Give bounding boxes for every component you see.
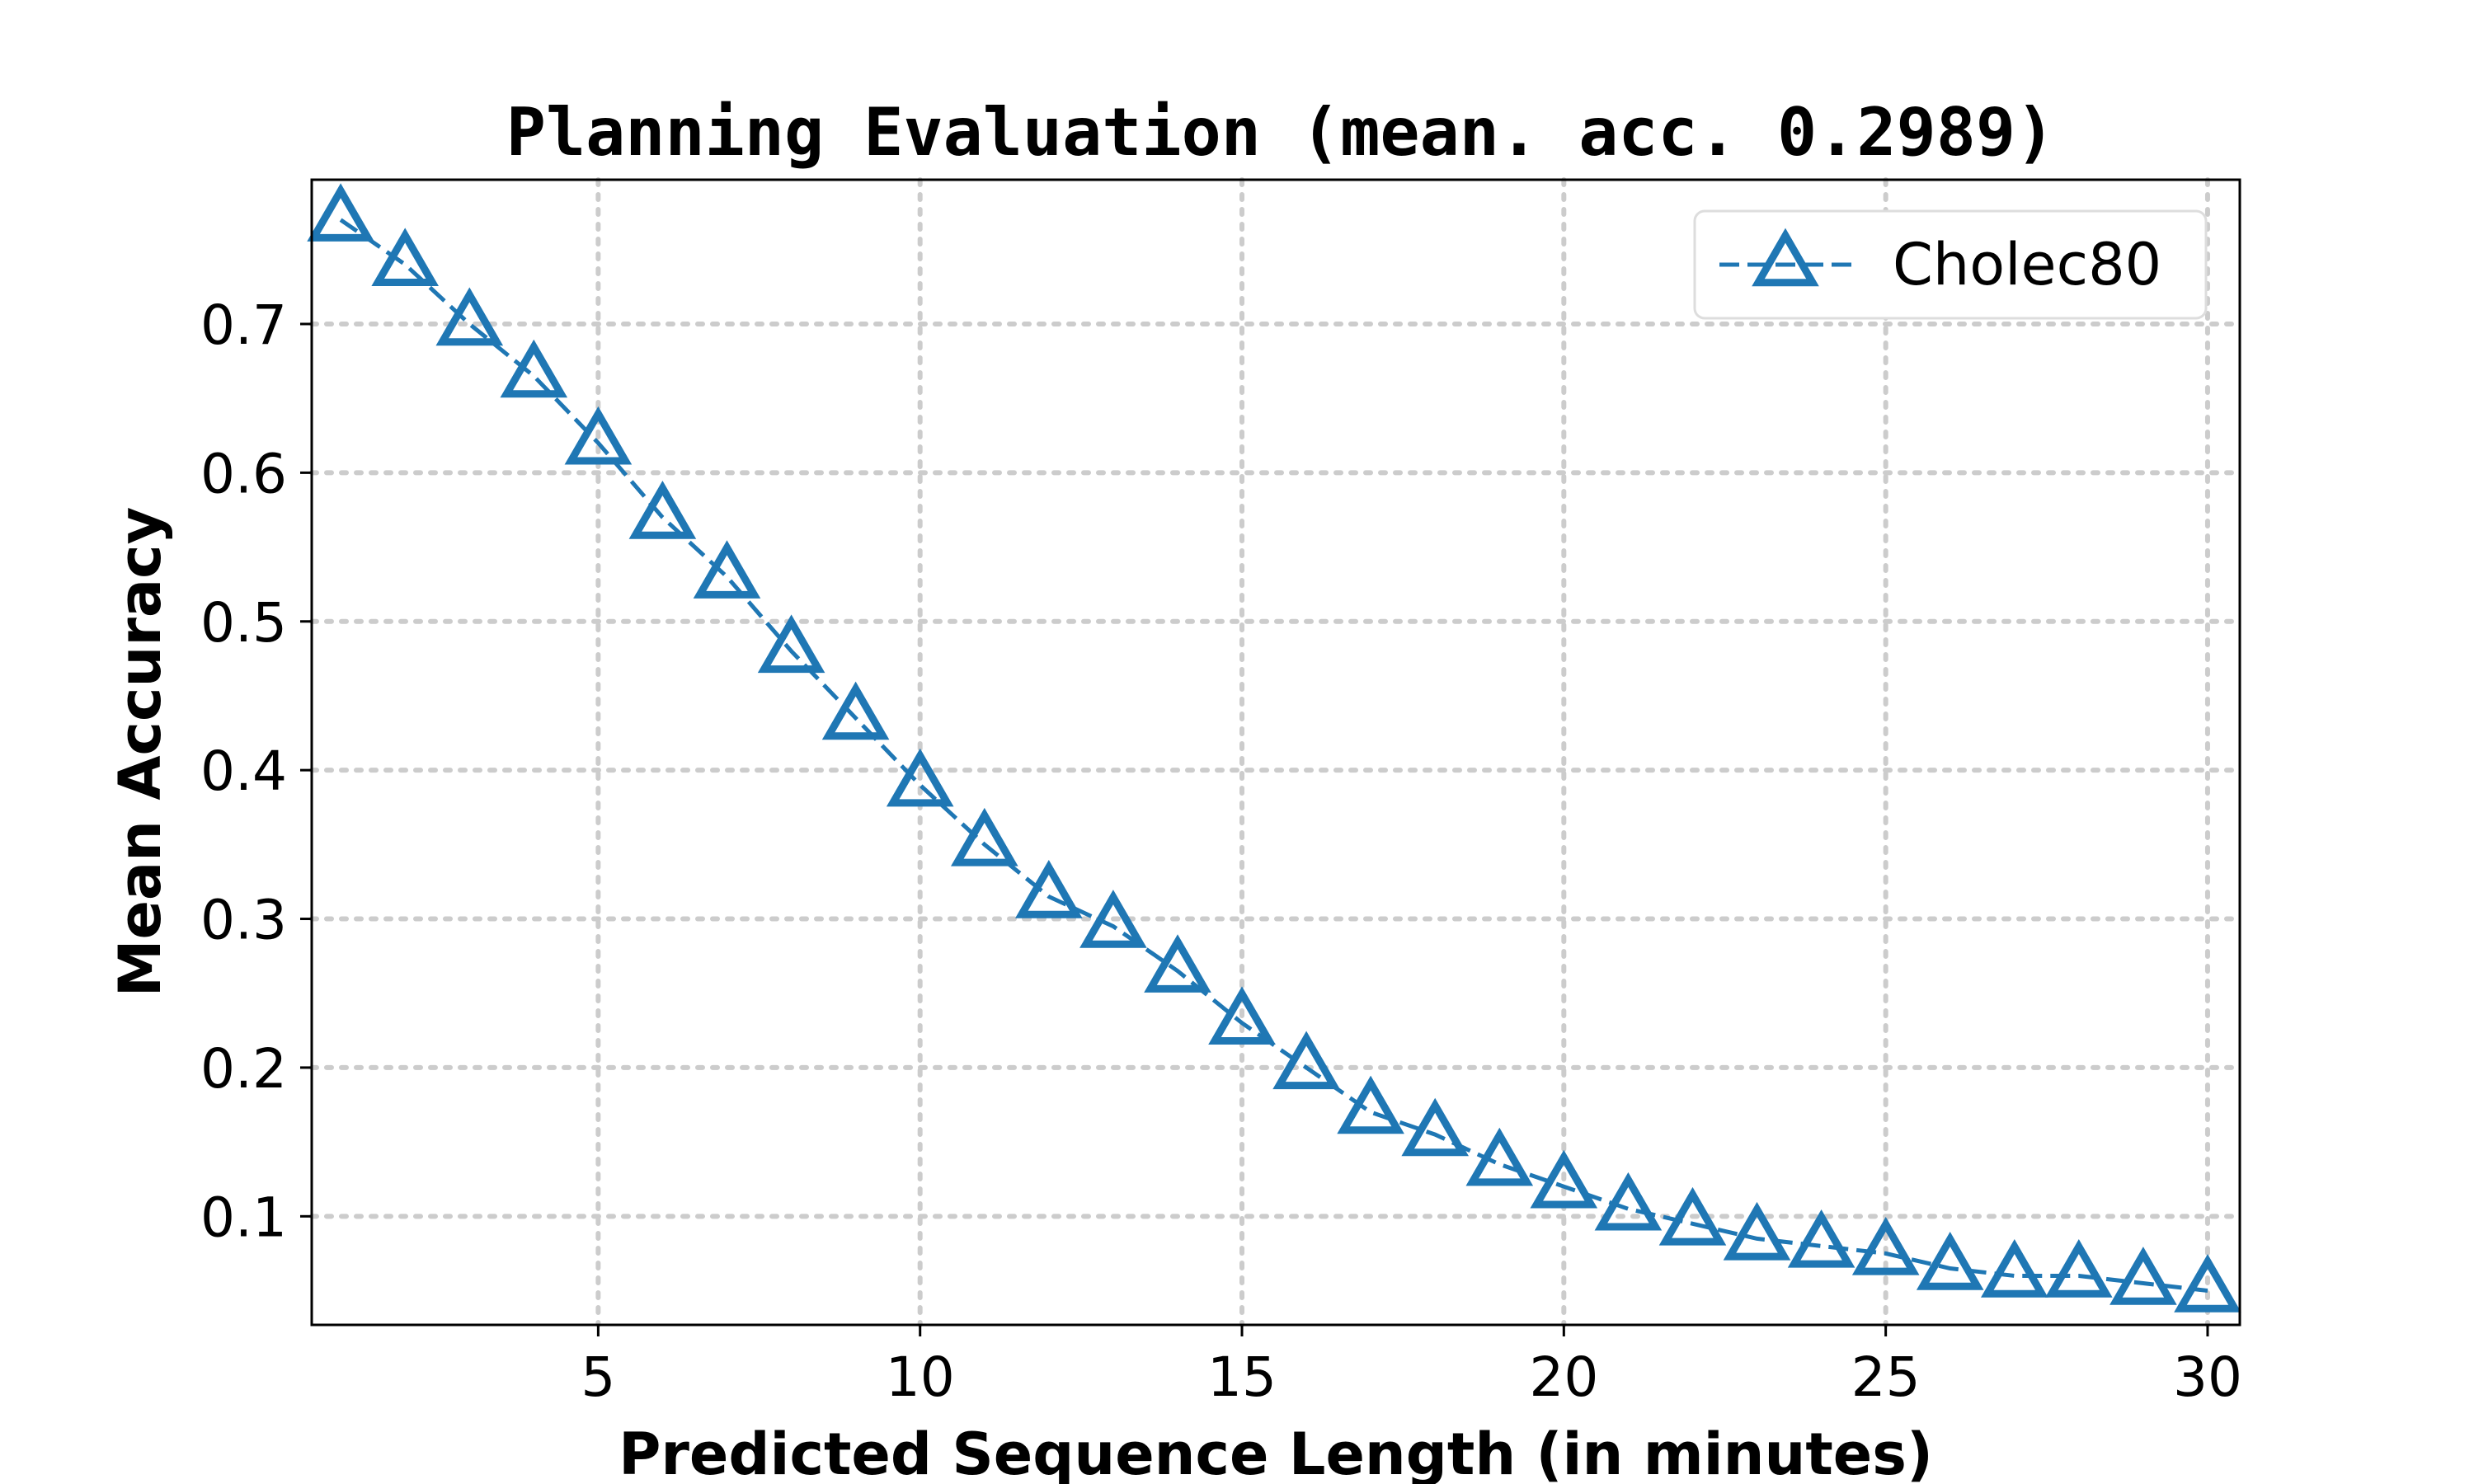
series-line-cholec80 (339, 218, 2208, 1293)
data-point-triangle (1401, 1097, 1469, 1157)
x-axis-label: Predicted Sequence Length (in minutes) (618, 1421, 1933, 1484)
y-tick-label: 0.6 (200, 442, 287, 505)
data-point-triangle (757, 614, 825, 674)
legend-label-cholec80: Cholec80 (1893, 231, 2161, 298)
y-tick-label: 0.3 (200, 889, 287, 952)
y-tick-label: 0.4 (200, 740, 287, 803)
data-point-triangle (1144, 934, 1211, 993)
data-point-triangle (1594, 1172, 1663, 1231)
data-point-triangle (693, 540, 761, 599)
data-point-triangle (2045, 1238, 2113, 1298)
y-tick-label: 0.7 (200, 294, 287, 357)
data-point-triangle (564, 406, 633, 465)
data-point-triangle (1337, 1075, 1404, 1134)
data-point-triangle (886, 748, 954, 807)
data-point-triangle (1530, 1149, 1598, 1209)
data-point-triangle (1851, 1217, 1920, 1275)
data-point-triangle (307, 183, 374, 242)
x-tick-label: 5 (581, 1345, 615, 1409)
data-point-triangle (1015, 859, 1083, 918)
x-tick-label: 10 (886, 1345, 955, 1409)
data-point-triangle (1079, 890, 1147, 948)
legend-marker-triangle (1752, 228, 1819, 287)
legend-box (1693, 209, 2208, 320)
data-point-triangle (628, 480, 697, 539)
data-point-triangle (1981, 1238, 2048, 1298)
data-point-triangle (1916, 1231, 1984, 1290)
x-tick-label: 20 (1529, 1345, 1598, 1409)
data-point-triangle (1787, 1209, 1856, 1268)
data-point-triangle (1465, 1127, 1534, 1186)
x-tick-label: 25 (1851, 1345, 1921, 1409)
data-point-triangle (1658, 1186, 1727, 1246)
data-point-triangle (1723, 1201, 1791, 1261)
data-point-triangle (2109, 1247, 2177, 1305)
plot-frame (310, 178, 2241, 1327)
data-point-triangle (500, 339, 568, 398)
y-tick-label: 0.2 (200, 1037, 287, 1101)
data-point-triangle (435, 287, 504, 346)
y-tick-label: 0.1 (200, 1186, 287, 1249)
grid (309, 177, 2242, 1327)
data-point-triangle (821, 681, 890, 740)
x-tick-label: 30 (2173, 1345, 2242, 1409)
data-point-triangle (1208, 986, 1276, 1045)
chart-title: Planning Evaluation (mean. acc. 0.2989) (506, 94, 2055, 171)
y-tick-label: 0.5 (200, 591, 287, 655)
series-layer (307, 183, 2241, 1313)
legend: Cholec80 (1693, 209, 2208, 320)
data-point-triangle (2174, 1254, 2241, 1313)
data-point-triangle (951, 807, 1018, 866)
axis-ticks: 5 10 15 20 25 30 0.1 0.2 0.3 0.4 0.5 0.6 0.7 (200, 294, 2242, 1409)
y-axis-label: Mean Accuracy (106, 507, 174, 997)
x-tick-label: 15 (1207, 1345, 1277, 1409)
data-point-triangle (371, 228, 439, 286)
data-point-triangle (1272, 1031, 1340, 1090)
